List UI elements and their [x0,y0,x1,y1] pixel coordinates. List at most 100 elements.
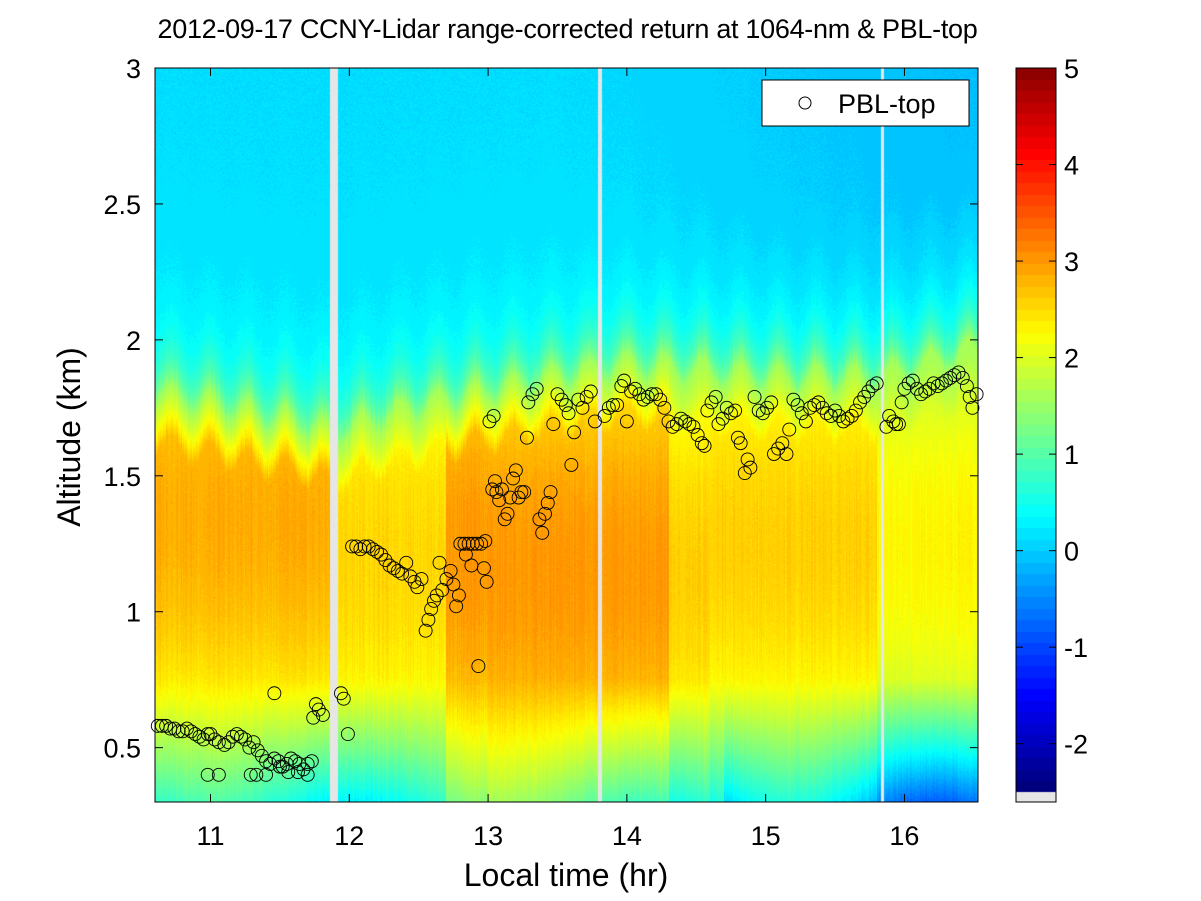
pbl-top-point [798,414,813,429]
pbl-top-point [733,436,748,451]
lidar-heatmap [155,68,978,802]
pbl-top-point [632,387,647,402]
x-tick-label: 11 [196,821,224,851]
pbl-top-point [771,441,786,456]
pbl-top-point [171,724,186,739]
pbl-top-point [395,566,409,581]
pbl-top-point [424,602,439,616]
colorbar-tick-label: 4 [1064,151,1079,181]
pbl-top-point [764,395,779,410]
pbl-top-point [737,466,752,481]
pbl-top-point [711,417,726,432]
pbl-top-point [947,368,962,383]
pbl-top-point [200,767,215,782]
pbl-top-point [418,623,433,638]
pbl-top-point [365,542,380,557]
pbl-top-point [306,710,321,725]
pbl-top-point [311,702,326,717]
colorbar: -2 -1 0 1 2 3 4 5 [1015,54,1088,803]
pbl-top-point [601,400,616,415]
pbl-top-point [492,493,507,508]
pbl-top-point [550,387,565,402]
pbl-top-point [390,563,405,578]
pbl-top-point [259,767,273,782]
x-tick-label: 13 [473,821,503,851]
pbl-top-point [249,767,264,782]
pbl-top-point [500,506,515,521]
pbl-top-point [610,398,625,413]
pbl-top-point [229,727,244,741]
pbl-top-point [567,425,582,440]
pbl-top-point [951,365,966,380]
pbl-top-point [451,588,466,603]
pbl-top-point [403,569,418,584]
y-axis-label: Altitude (km) [51,347,87,527]
y-tick-label: 2 [126,326,141,356]
pbl-top-point [246,735,261,750]
pbl-top-point [485,482,500,497]
pbl-top-point [751,403,766,418]
legend: PBL-top [761,79,970,127]
pbl-top-point [353,542,368,557]
pbl-top-point [290,765,305,780]
pbl-top-point [597,409,612,423]
pbl-top-point [259,754,273,769]
pbl-top-point [508,463,523,478]
pbl-top-point [470,536,484,551]
pbl-top-point [678,414,693,429]
pbl-top-point [708,389,723,404]
x-tick-label: 15 [751,821,781,851]
pbl-top-point [848,403,863,418]
pbl-top-point [636,392,651,407]
pbl-top-point [495,482,509,497]
pbl-top-point [457,536,472,551]
pbl-top-point [217,737,232,752]
pbl-top-point [517,485,532,500]
pbl-top-point [786,392,801,407]
pbl-top-point [934,376,949,391]
pbl-top-point [869,376,884,391]
legend-label-pbl-top: PBL-top [838,89,936,119]
pbl-top-point [640,389,655,404]
pbl-top-point [743,460,758,475]
pbl-top-point [336,691,351,706]
pbl-top-point [250,743,265,758]
pbl-top-point [503,490,518,505]
pbl-top-point [525,387,540,402]
pbl-top-point [719,400,734,415]
pbl-top-point [575,400,590,415]
pbl-top-point [740,452,755,467]
pbl-top-point [345,539,360,554]
pbl-top-point [429,588,444,603]
pbl-top-point [443,563,458,578]
pbl-top-point [538,506,552,521]
pbl-top-point [724,406,738,421]
pbl-top-point [571,392,586,407]
pbl-top-point [755,406,770,421]
pbl-top-point [619,414,634,429]
pbl-top-point [969,387,984,402]
pbl-top-point [624,384,638,399]
pbl-top-point [315,708,330,722]
pbl-top-point [840,411,855,426]
pbl-top-point [192,729,207,744]
pbl-top-point [272,759,287,774]
chart-title: 2012-09-17 CCNY-Lidar range-corrected re… [157,14,978,44]
pbl-top-point [221,735,236,750]
pbl-top-point [349,539,364,554]
pbl-top-point [694,436,709,451]
pbl-top-point [357,539,372,554]
pbl-top-point [606,398,620,413]
pbl-top-point [690,428,705,442]
pbl-top-point [828,403,843,418]
pbl-top-point [922,381,937,396]
pbl-top-point [901,376,916,391]
pbl-top-point [188,727,203,741]
colorbar-frame [1015,67,1057,803]
pbl-top-point [918,384,933,399]
pbl-top-point [521,395,536,410]
pbl-top-point [275,759,290,774]
pbl-top-point [803,400,818,415]
pbl-top-point [959,379,974,394]
